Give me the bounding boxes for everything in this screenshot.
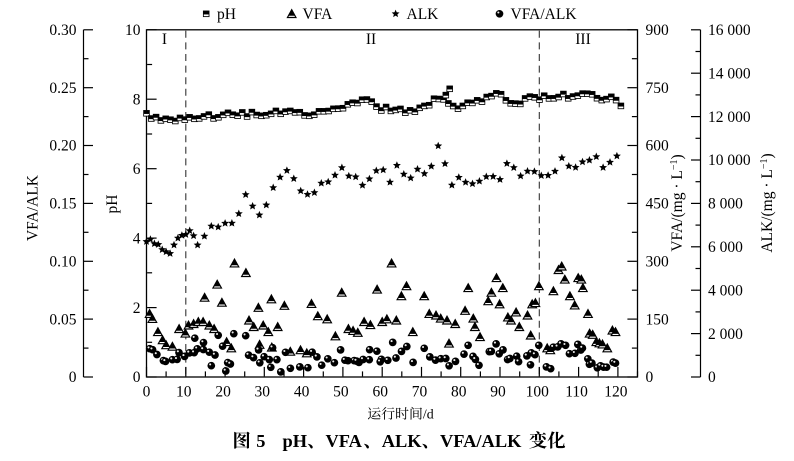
svg-text:300: 300 (646, 254, 670, 271)
svg-text:0: 0 (143, 384, 151, 401)
svg-text:0: 0 (708, 369, 716, 386)
svg-text:VFA/(mg · L−1): VFA/(mg · L−1) (669, 154, 686, 251)
svg-text:VFA: VFA (326, 431, 363, 451)
svg-text:4 000: 4 000 (708, 282, 743, 299)
svg-text:0: 0 (646, 369, 654, 386)
svg-text:0.20: 0.20 (49, 138, 76, 155)
svg-text:0.10: 0.10 (49, 254, 76, 271)
svg-text:80: 80 (451, 384, 467, 401)
svg-text:50: 50 (333, 384, 349, 401)
svg-text:600: 600 (646, 138, 670, 155)
svg-text:30: 30 (255, 384, 271, 401)
svg-text:/d: /d (423, 408, 434, 423)
svg-text:VFA/ALK: VFA/ALK (24, 174, 41, 241)
svg-text:120: 120 (604, 384, 628, 401)
svg-text:ALK: ALK (382, 431, 423, 451)
svg-text:0: 0 (69, 369, 77, 386)
svg-text:110: 110 (565, 384, 588, 401)
svg-text:750: 750 (646, 80, 670, 97)
svg-text:III: III (575, 31, 591, 48)
svg-text:VFA/ALK: VFA/ALK (440, 431, 522, 451)
svg-text:pH: pH (104, 195, 121, 214)
svg-text:0: 0 (133, 369, 141, 386)
svg-text:450: 450 (646, 196, 670, 213)
svg-text:ALK: ALK (407, 6, 440, 23)
svg-text:10: 10 (176, 384, 192, 401)
svg-text:4: 4 (133, 230, 141, 247)
svg-text:II: II (366, 31, 376, 48)
svg-text:40: 40 (294, 384, 310, 401)
svg-text:90: 90 (490, 384, 506, 401)
svg-text:12 000: 12 000 (708, 109, 751, 126)
svg-text:8: 8 (133, 91, 141, 108)
svg-text:0.05: 0.05 (49, 311, 76, 328)
svg-text:900: 900 (646, 22, 670, 39)
svg-text:0.15: 0.15 (49, 196, 76, 213)
svg-text:20: 20 (215, 384, 231, 401)
svg-text:8 000: 8 000 (708, 196, 743, 213)
svg-text:150: 150 (646, 311, 670, 328)
svg-text:5: 5 (256, 431, 265, 451)
svg-text:pH: pH (217, 6, 236, 23)
svg-text:ALK/(mg · L−1): ALK/(mg · L−1) (759, 153, 776, 252)
svg-text:10: 10 (125, 22, 141, 39)
svg-text:VFA/ALK: VFA/ALK (511, 6, 578, 23)
svg-text:pH: pH (283, 431, 308, 451)
svg-text:70: 70 (412, 384, 428, 401)
svg-text:I: I (162, 31, 167, 48)
svg-text:VFA: VFA (303, 6, 334, 23)
svg-text:0.25: 0.25 (49, 80, 76, 97)
svg-text:2: 2 (133, 300, 141, 317)
svg-text:60: 60 (372, 384, 388, 401)
svg-text:2 000: 2 000 (708, 326, 743, 343)
svg-text:16 000: 16 000 (708, 22, 751, 39)
svg-text:14 000: 14 000 (708, 65, 751, 82)
svg-text:0.30: 0.30 (49, 22, 76, 39)
svg-text:6: 6 (133, 161, 141, 178)
svg-text:6 000: 6 000 (708, 239, 743, 256)
svg-text:10 000: 10 000 (708, 152, 751, 169)
svg-text:100: 100 (526, 384, 550, 401)
